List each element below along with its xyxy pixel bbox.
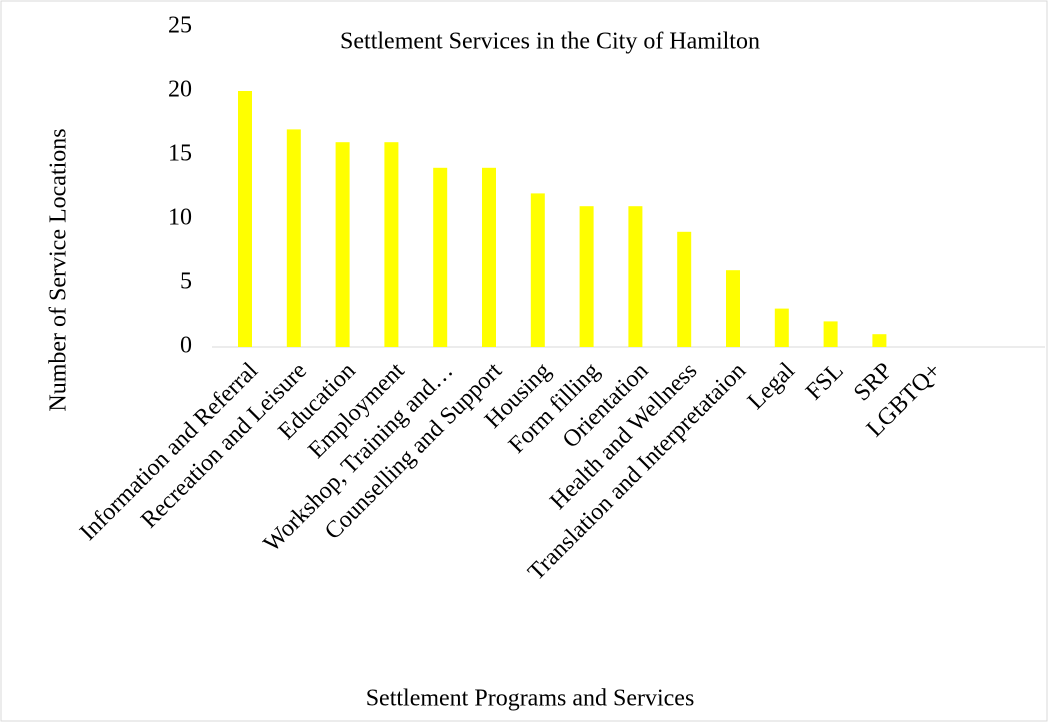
bar — [384, 142, 399, 347]
chart-title: Settlement Services in the City of Hamil… — [340, 29, 760, 55]
bar — [726, 270, 740, 347]
y-tick-label: 5 — [180, 269, 192, 295]
bar — [530, 193, 545, 347]
y-tick-label: 15 — [168, 141, 192, 167]
y-tick-label: 10 — [168, 205, 192, 231]
bar — [774, 308, 789, 347]
bar — [579, 206, 594, 347]
x-axis-label: Settlement Programs and Services — [366, 686, 695, 712]
y-tick-label: 25 — [168, 13, 192, 39]
bar — [433, 167, 448, 347]
bar — [628, 206, 643, 347]
bar — [286, 129, 301, 347]
bar — [482, 167, 496, 347]
y-axis-label: Number of Service Locations — [46, 128, 72, 411]
y-tick-label: 20 — [168, 77, 192, 103]
bar — [335, 142, 350, 347]
bar — [677, 231, 692, 347]
y-tick-label: 0 — [180, 333, 192, 359]
bar — [238, 91, 252, 347]
bar — [823, 321, 838, 347]
bar — [872, 334, 887, 347]
